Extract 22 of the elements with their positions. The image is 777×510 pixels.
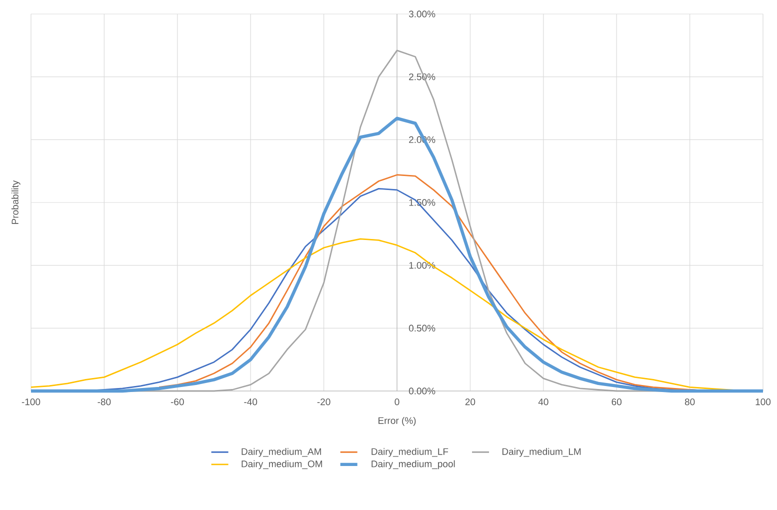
y-tick-label: 0.50% xyxy=(408,324,436,332)
legend-label: Dairy_medium_pool xyxy=(372,460,455,470)
legend-label: Dairy_medium_LF xyxy=(372,448,448,457)
legend-label: Dairy_medium_LM xyxy=(502,448,581,457)
x-tick-label: 60 xyxy=(612,398,622,406)
x-tick-label: -40 xyxy=(244,398,258,406)
y-tick-label: 0.00% xyxy=(408,388,436,394)
x-tick-label: -20 xyxy=(317,398,330,406)
y-tick-label: 2.50% xyxy=(409,73,436,80)
x-tick-label: -80 xyxy=(98,398,111,406)
x-tick-label: 40 xyxy=(538,398,548,406)
legend-label: Dairy_medium_OM xyxy=(242,460,322,470)
x-tick-label: -60 xyxy=(170,398,184,406)
legend-label: Dairy_medium_AM xyxy=(242,448,321,457)
x-tick-label: 0 xyxy=(394,398,400,406)
x-axis-title: Error (%) xyxy=(378,416,416,426)
x-tick-label: 100 xyxy=(756,398,771,406)
y-axis-title: Probability xyxy=(11,180,20,224)
x-tick-label: 80 xyxy=(684,398,695,406)
y-tick-label: 3.00% xyxy=(408,10,436,18)
x-tick-label: -100 xyxy=(22,398,40,406)
x-tick-label: 20 xyxy=(465,398,476,406)
